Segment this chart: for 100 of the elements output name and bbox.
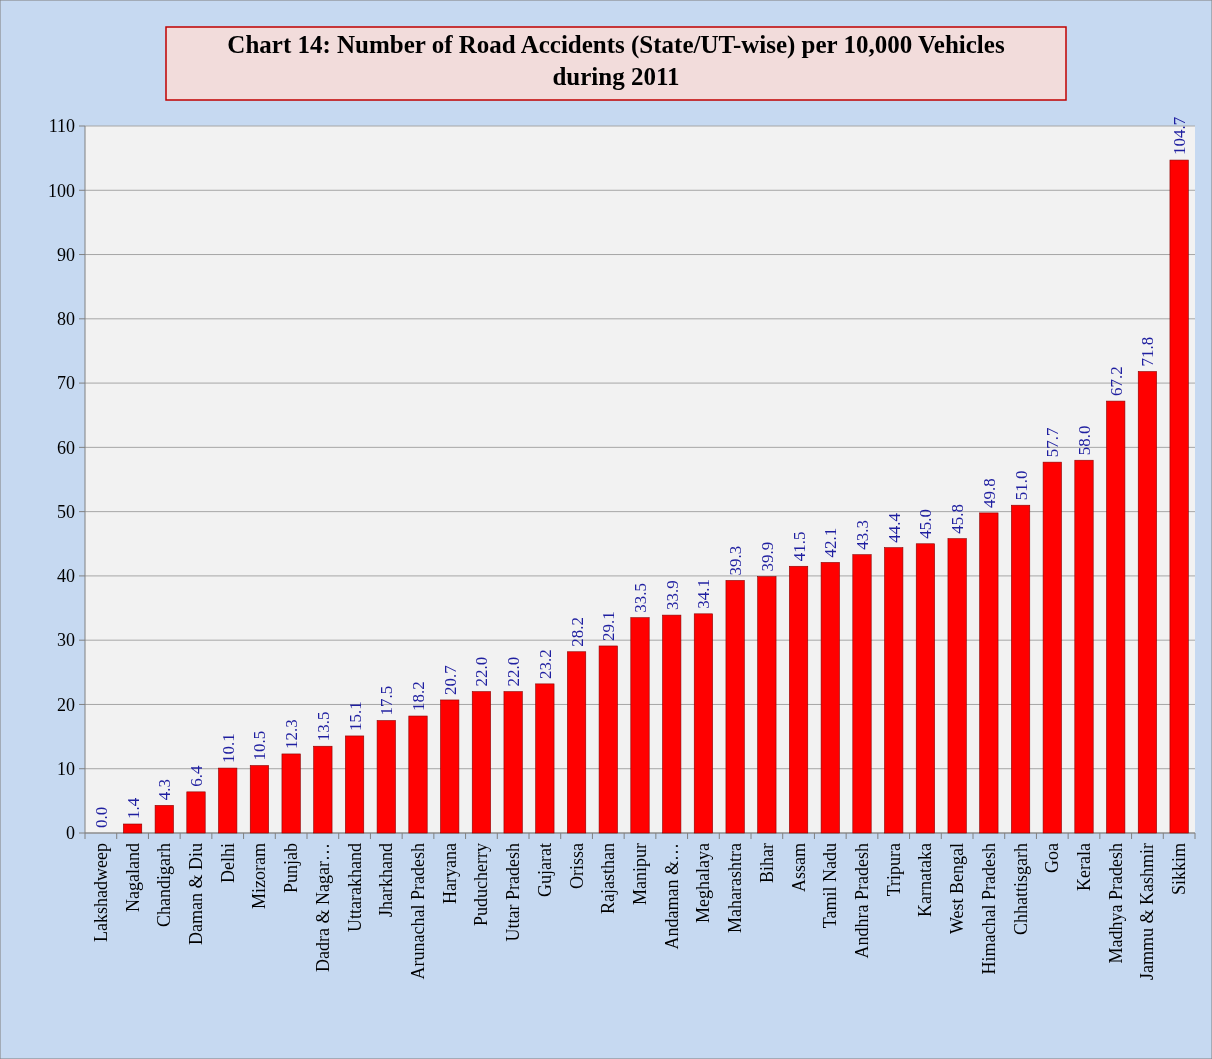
- y-tick-label: 80: [57, 309, 75, 330]
- bar: [757, 576, 777, 834]
- x-tick-label: Uttarakhand: [344, 843, 365, 932]
- x-tick-label: Uttar Pradesh: [503, 843, 524, 942]
- bar: [123, 823, 143, 834]
- x-tick-label: Puducherry: [471, 843, 492, 926]
- data-label: 39.3: [726, 545, 746, 576]
- data-label: 28.2: [567, 617, 587, 647]
- bar: [1011, 504, 1031, 834]
- y-tick-label: 10: [57, 759, 75, 780]
- x-tick-label: Orissa: [566, 843, 587, 889]
- bar: [915, 543, 935, 834]
- bar: [884, 547, 904, 834]
- data-label: 29.1: [599, 611, 619, 641]
- x-tick-label: Arunachal Pradesh: [408, 843, 428, 980]
- bar: [662, 614, 682, 834]
- bar: [725, 580, 745, 834]
- bar: [789, 565, 809, 834]
- x-tick-label: Kerala: [1074, 843, 1094, 891]
- x-tick-label: Karnataka: [915, 842, 936, 917]
- x-tick-label: Chandigarh: [154, 843, 175, 927]
- bar: [313, 745, 333, 834]
- data-label: 10.1: [218, 733, 238, 764]
- bar: [598, 645, 618, 834]
- data-label: 4.3: [155, 779, 175, 801]
- data-label: 51.0: [1011, 470, 1031, 501]
- data-label: 22.0: [472, 656, 492, 687]
- bar: [218, 767, 238, 834]
- x-tick-label: Nagaland: [122, 843, 143, 912]
- x-tick-label: Chhattisgarh: [1010, 843, 1031, 935]
- data-label: 58.0: [1075, 425, 1094, 456]
- data-label: 42.1: [821, 527, 841, 558]
- x-tick-label: Goa: [1042, 843, 1063, 873]
- y-tick-label: 50: [57, 501, 75, 522]
- data-label: 44.4: [884, 512, 904, 543]
- bar: [503, 691, 523, 834]
- data-label: 12.3: [282, 719, 302, 749]
- x-tick-label: Rajasthan: [598, 843, 619, 914]
- x-tick-label: Punjab: [281, 843, 302, 894]
- data-label: 18.2: [409, 681, 428, 712]
- data-label: 45.8: [948, 503, 968, 534]
- data-label: 13.5: [313, 711, 333, 742]
- y-tick-label: 0: [66, 823, 75, 844]
- x-tick-label: Manipur: [630, 843, 650, 905]
- bar: [1042, 461, 1062, 834]
- bar: [471, 691, 491, 834]
- y-tick-label: 40: [57, 566, 75, 587]
- data-label: 17.5: [377, 685, 397, 716]
- x-tick-label: Meghalaya: [693, 843, 714, 923]
- x-tick-label: Jammu & Kashmir: [1137, 843, 1158, 980]
- bar: [947, 538, 967, 834]
- y-tick-label: 60: [57, 437, 75, 458]
- data-label: 71.8: [1138, 336, 1158, 367]
- data-label: 20.7: [440, 664, 460, 695]
- data-label: 33.9: [662, 580, 682, 611]
- x-tick-label: Maharashtra: [725, 843, 746, 933]
- y-tick-label: 110: [48, 116, 75, 137]
- y-tick-label: 100: [48, 180, 75, 201]
- x-tick-label: Mizoram: [249, 843, 270, 909]
- chart-title: Chart 14: Number of Road Accidents (State/UT-wise) per 10,000 Vehicles during 2011: [226, 30, 1006, 92]
- data-label: 1.4: [123, 797, 143, 819]
- data-label: 39.9: [757, 541, 777, 572]
- x-tick-label: Madhya Pradesh: [1105, 843, 1126, 964]
- bar: [154, 805, 174, 834]
- data-label: 10.5: [250, 730, 270, 761]
- data-label: 49.8: [979, 478, 999, 508]
- bar: [1106, 400, 1126, 834]
- x-tick-label: Haryana: [439, 843, 460, 904]
- y-tick-label: 70: [57, 373, 75, 394]
- data-label: 41.5: [789, 531, 809, 562]
- x-tick-label: West Bengal: [947, 843, 968, 935]
- y-tick-label: 90: [57, 244, 75, 265]
- bar: [440, 699, 460, 834]
- x-tick-label: Assam: [788, 843, 809, 892]
- bar: [567, 651, 587, 834]
- bar: [376, 720, 396, 834]
- bar: [1137, 371, 1157, 834]
- data-label: 104.7: [1170, 116, 1190, 156]
- data-label: 43.3: [853, 519, 872, 550]
- x-tick-label: Tamil Nadu: [820, 843, 841, 929]
- x-tick-label: Dadra & Nagar…: [312, 843, 333, 972]
- x-tick-label: Lakshadweep: [90, 843, 111, 942]
- x-tick-label: Himachal Pradesh: [978, 843, 999, 975]
- x-tick-label: Andhra Pradesh: [852, 843, 872, 959]
- bar: [1169, 159, 1189, 834]
- bar: [693, 613, 713, 834]
- bar: [186, 791, 206, 834]
- data-label: 34.1: [694, 579, 714, 609]
- x-tick-label: Bihar: [756, 843, 777, 883]
- bar: [1074, 459, 1094, 834]
- bar: [249, 765, 269, 834]
- data-label: 33.5: [631, 582, 650, 613]
- x-tick-label: Gujarat: [534, 843, 555, 897]
- x-tick-label: Andaman &…: [661, 843, 682, 950]
- data-label: 15.1: [345, 701, 365, 731]
- y-tick-label: 30: [57, 630, 75, 651]
- x-tick-label: Delhi: [217, 843, 238, 883]
- bar: [820, 562, 840, 834]
- data-label: 57.7: [1043, 426, 1063, 458]
- data-label: 22.0: [504, 656, 524, 687]
